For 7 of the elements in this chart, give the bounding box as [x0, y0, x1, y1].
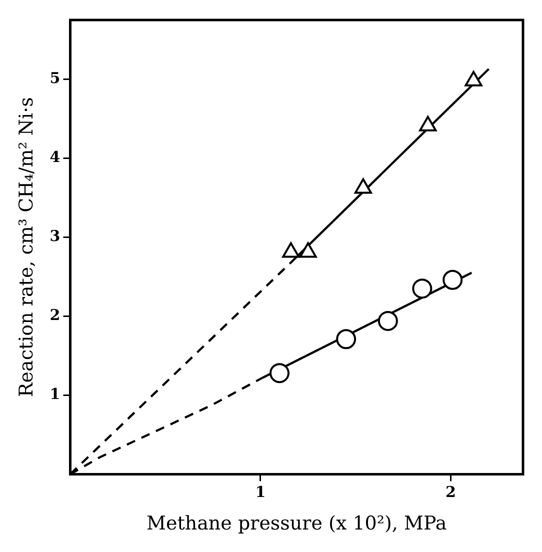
y-tick-label: 1	[50, 385, 60, 404]
y-tick-label: 5	[50, 69, 60, 88]
y-axis-title: Reaction rate, cm³ CH₄/m² Ni·s	[15, 97, 38, 398]
x-axis-title: Methane pressure (x 10²), MPa	[146, 512, 447, 535]
y-tick-label: 4	[50, 148, 60, 166]
y-tick-label: 2	[50, 306, 60, 324]
y-tick-label: 3	[50, 227, 60, 246]
